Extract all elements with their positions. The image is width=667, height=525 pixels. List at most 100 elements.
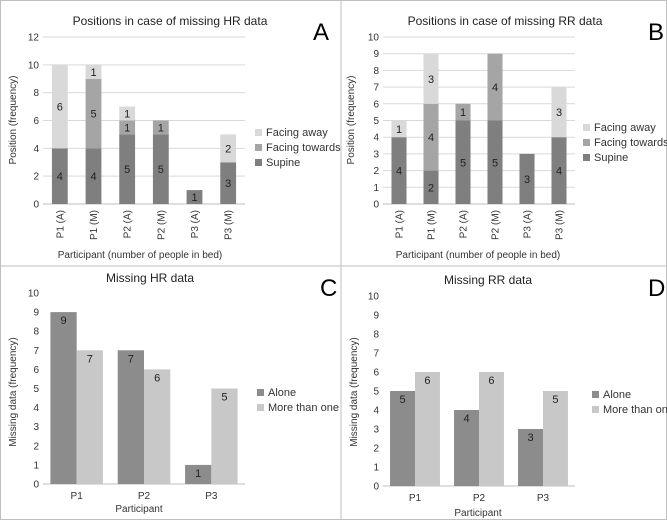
data-label: 1 [124,109,130,121]
y-tick-label: 9 [33,308,39,319]
chart-panel-a: Positions in case of missing HR data A 0 2 4… [8,14,341,261]
y-tick-label: 12 [28,33,40,44]
data-label: 1 [460,107,466,119]
legend-label: More than one [603,404,667,416]
bar-alone [185,464,212,484]
bar-supine [186,190,203,204]
legend-swatch [592,391,599,398]
data-label: 4 [396,166,402,178]
legend-swatch [257,389,264,396]
data-label: 4 [90,171,96,183]
bar-supine [85,148,102,204]
data-label: 1 [90,67,96,79]
bar-facing-away [423,53,439,104]
x-tick-label: P1 (M) [427,210,438,240]
bar-facing-away [391,120,407,138]
y-tick-label: 0 [373,200,379,211]
x-tick-label: P1 [409,493,422,504]
panel-letter: C [320,275,337,302]
data-label: 1 [124,122,130,134]
bar-alone [117,350,144,484]
data-label: 3 [428,74,434,86]
data-label: 6 [154,372,160,384]
legend-label: Alone [268,387,296,399]
bar-alone [50,312,77,484]
data-label: 5 [158,164,164,176]
data-label: 6 [488,375,494,387]
y-tick-label: 7 [373,349,379,360]
y-tick-label: 10 [368,33,380,44]
data-label: 1 [191,192,197,204]
bar-more-than-one [479,372,504,486]
bar-more-than-one [543,391,568,486]
x-tick-label: P2 (M) [491,210,502,240]
bar-facing-towards [152,120,169,135]
bar-facing-away [551,87,567,138]
y-tick-label: 6 [373,99,379,110]
y-tick-label: 2 [33,172,39,183]
x-axis-label: Participant [454,508,501,519]
data-label: 1 [195,468,201,480]
bar-supine [391,137,407,204]
y-tick-label: 5 [373,116,379,127]
y-axis-label: Position (frequency) [8,76,19,165]
data-label: 4 [556,166,562,178]
y-tick-label: 0 [33,480,39,491]
bar-facing-away [220,134,237,163]
data-label: 6 [424,375,430,387]
x-tick-label: P2 (A) [459,210,470,238]
bar-alone [518,429,543,486]
y-tick-label: 8 [373,66,379,77]
y-tick-label: 4 [373,406,379,417]
data-label: 3 [527,432,533,444]
data-label: 9 [60,315,66,327]
x-tick-label: P3 (A) [523,210,534,238]
data-label: 4 [428,132,434,144]
legend-label: Facing away [594,122,656,134]
y-tick-label: 2 [373,444,379,455]
legend-swatch [257,404,264,411]
legend-swatch [255,159,262,166]
legend-label: Facing towards [266,142,341,154]
legend-swatch [583,154,590,161]
legend-label: Supine [266,157,300,169]
y-tick-label: 2 [33,441,39,452]
bar-supine [51,148,68,204]
bar-supine [220,162,237,204]
y-tick-label: 2 [373,166,379,177]
y-tick-label: 8 [373,330,379,341]
bar-more-than-one [211,388,238,484]
x-tick-label: P1 [71,491,84,502]
x-axis-label: Participant (number of people in bed) [396,250,561,261]
bar-alone [390,391,415,486]
legend-label: Facing towards [594,137,667,149]
x-tick-label: P2 [138,491,151,502]
panel-letter: B [648,19,664,46]
y-tick-label: 1 [373,463,379,474]
x-tick-label: P1 (A) [55,210,66,238]
x-tick-label: P2 [473,493,486,504]
chart-title: Positions in case of missing HR data [73,14,268,28]
x-tick-label: P1 (M) [89,210,100,240]
x-axis-label: Participant [115,504,162,515]
y-tick-label: 0 [373,482,379,493]
data-label: 5 [399,394,405,406]
bar-supine [455,120,471,204]
bar-facing-towards [487,53,503,121]
data-label: 4 [57,171,63,183]
y-tick-label: 4 [33,403,39,414]
data-label: 6 [57,102,63,114]
data-label: 1 [158,122,164,134]
y-tick-label: 7 [33,346,39,357]
y-tick-label: 7 [373,83,379,94]
y-tick-label: 5 [373,387,379,398]
x-tick-label: P3 [205,491,218,502]
y-axis-label: Missing data (frequency) [8,337,19,447]
data-label: 5 [124,164,130,176]
x-tick-label: P3 [537,493,550,504]
bar-more-than-one [415,372,440,486]
y-tick-label: 1 [373,183,379,194]
chart-title: Missing HR data [106,271,194,285]
x-tick-label: P3 (A) [190,210,201,238]
